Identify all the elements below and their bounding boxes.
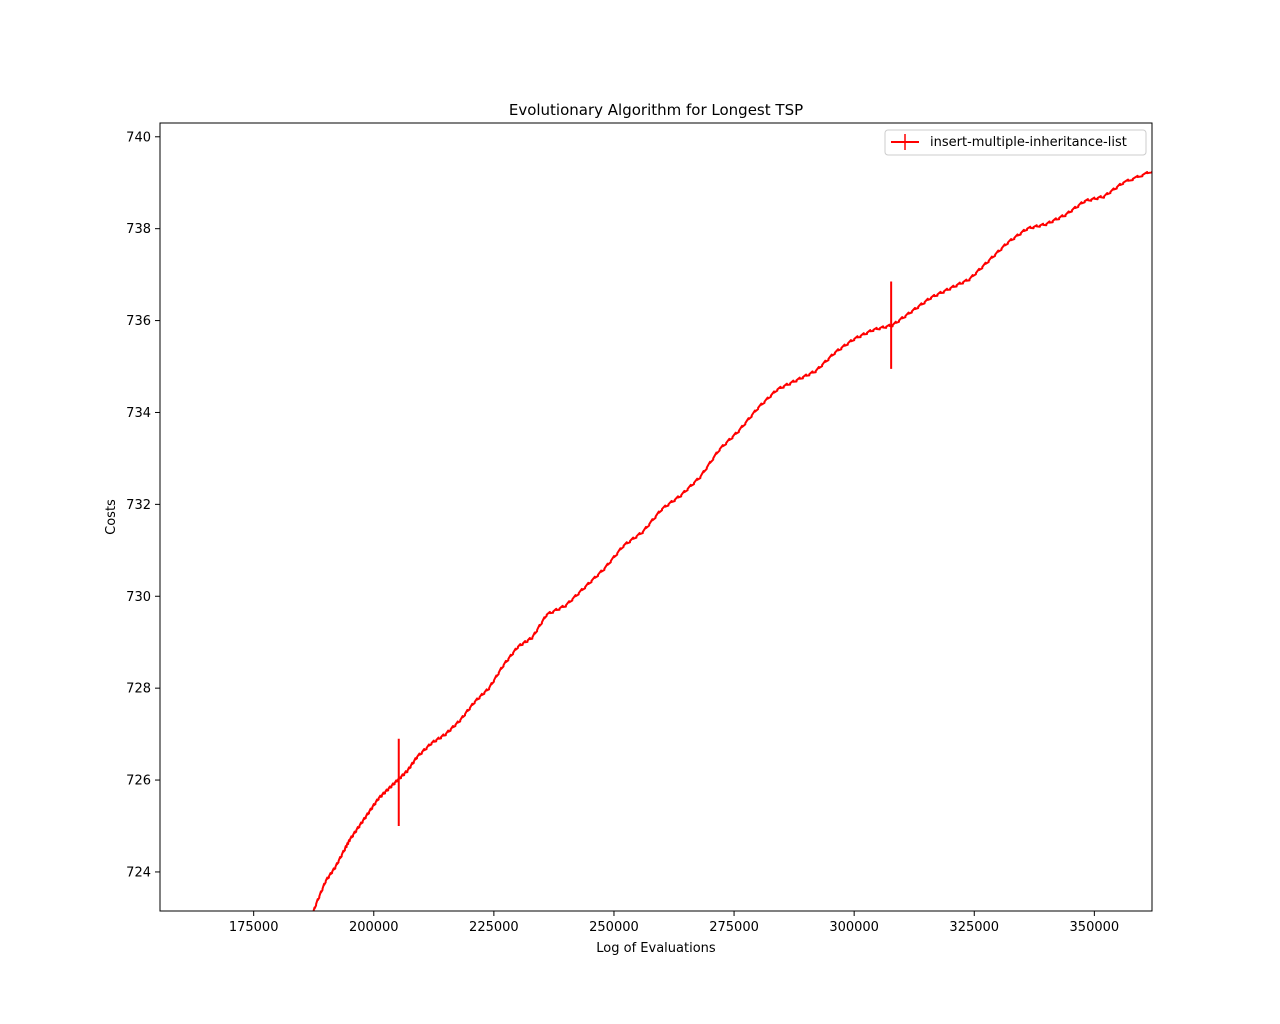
y-tick-label: 738 <box>126 222 151 237</box>
chart-title: Evolutionary Algorithm for Longest TSP <box>509 101 803 119</box>
x-axis: 175000 200000 225000 250000 275000 300000 3250… <box>229 911 1119 935</box>
y-tick-label: 732 <box>126 498 151 513</box>
errorbar-layer <box>397 281 893 826</box>
series-line <box>312 171 1152 911</box>
y-tick-label: 734 <box>126 406 151 421</box>
x-tick-label: 275000 <box>709 920 759 935</box>
y-tick-label: 726 <box>126 774 151 789</box>
x-tick-label: 250000 <box>589 920 639 935</box>
legend-label: insert-multiple-inheritance-list <box>930 135 1127 150</box>
y-tick-label: 740 <box>126 130 151 145</box>
x-tick-label: 300000 <box>829 920 879 935</box>
x-tick-label: 200000 <box>349 920 399 935</box>
y-axis-title: Costs <box>104 499 119 535</box>
y-tick-label: 724 <box>126 865 151 880</box>
y-axis: 724 726 728 730 732 734 736 738 740 <box>126 130 160 880</box>
x-tick-label: 325000 <box>949 920 999 935</box>
y-tick-label: 730 <box>126 590 151 605</box>
y-tick-label: 728 <box>126 682 151 697</box>
plot-frame <box>159 122 1153 912</box>
x-tick-label: 225000 <box>469 920 519 935</box>
x-axis-title: Log of Evaluations <box>596 941 716 956</box>
x-tick-label: 175000 <box>229 920 279 935</box>
legend[interactable]: insert-multiple-inheritance-list <box>884 129 1147 156</box>
legend-box <box>884 129 1147 156</box>
series-layer <box>312 171 1152 911</box>
x-tick-label: 350000 <box>1070 920 1120 935</box>
y-tick-label: 736 <box>126 314 151 329</box>
